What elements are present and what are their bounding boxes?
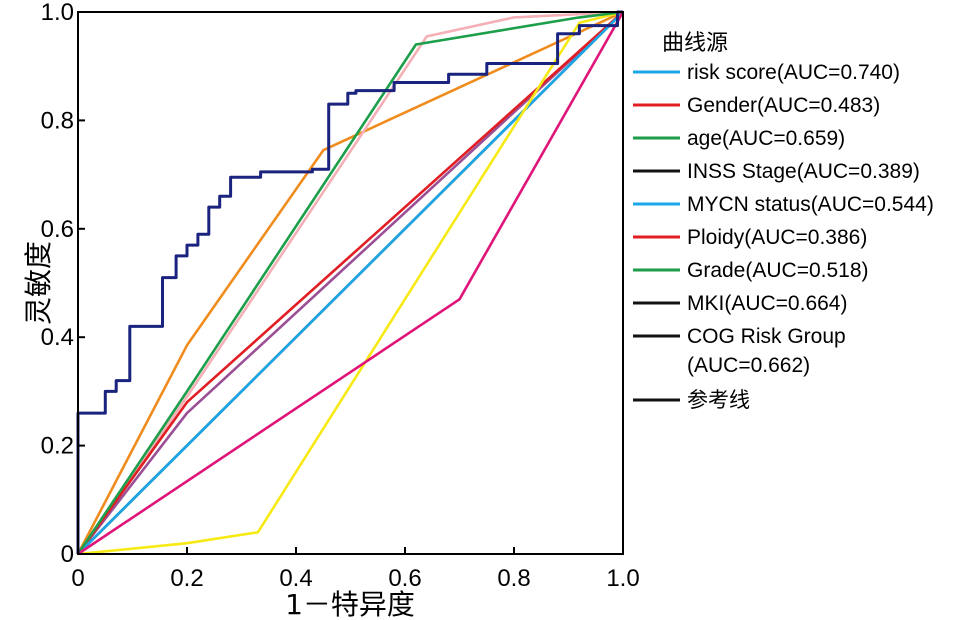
x-tick-label: 0.8 [497,565,530,592]
series-line-5 [76,11,624,555]
series-layer [76,10,625,556]
y-tick-label: 0 [61,541,74,568]
y-tick-label: 0.6 [41,216,74,243]
series-line-8 [76,11,624,555]
legend-label: age(AUC=0.659) [687,127,845,150]
legend-label: COG Risk Group (AUC=0.662) [687,325,846,377]
x-tick-label: 0.4 [279,565,312,592]
legend: 曲线源 risk score(AUC=0.740) Gender(AUC=0.48… [633,31,934,412]
legend-title: 曲线源 [662,31,728,56]
series-line-7 [76,10,624,555]
series-line-1 [77,11,625,556]
y-axis-title: 灵敏度 [22,241,55,325]
y-tick-label: 0.2 [41,433,74,460]
x-tick-label: 0 [71,565,84,592]
y-tick-label: 0.4 [41,324,74,351]
legend-label: MYCN status(AUC=0.544) [687,193,934,216]
legend-label: Grade(AUC=0.518) [687,259,869,282]
plot-frame [77,11,624,555]
series-line-6 [76,10,624,555]
series-line-4 [77,11,624,555]
series-line-0 [76,10,623,554]
y-tick-label: 1.0 [41,0,74,26]
x-tick-label: 1.0 [606,565,639,592]
x-tick-label: 0.2 [170,565,203,592]
ticks-layer: 0 0.2 0.4 0.6 0.8 1.0 0 0.2 0.4 0.6 0.8 1.0 [41,0,640,592]
legend-label: Gender(AUC=0.483) [687,94,880,117]
legend-label: risk score(AUC=0.740) [687,61,900,84]
series-line-2 [76,10,624,555]
legend-label: MKI(AUC=0.664) [687,292,847,315]
legend-label: Ploidy(AUC=0.386) [687,226,867,249]
x-axis-title: 1－特异度 [285,588,415,620]
legend-label: INSS Stage(AUC=0.389) [687,160,920,183]
series-line-3 [77,10,624,556]
y-tick-label: 0.8 [41,107,74,134]
x-tick-label: 0.6 [388,565,421,592]
legend-label: 参考线 [687,389,750,412]
